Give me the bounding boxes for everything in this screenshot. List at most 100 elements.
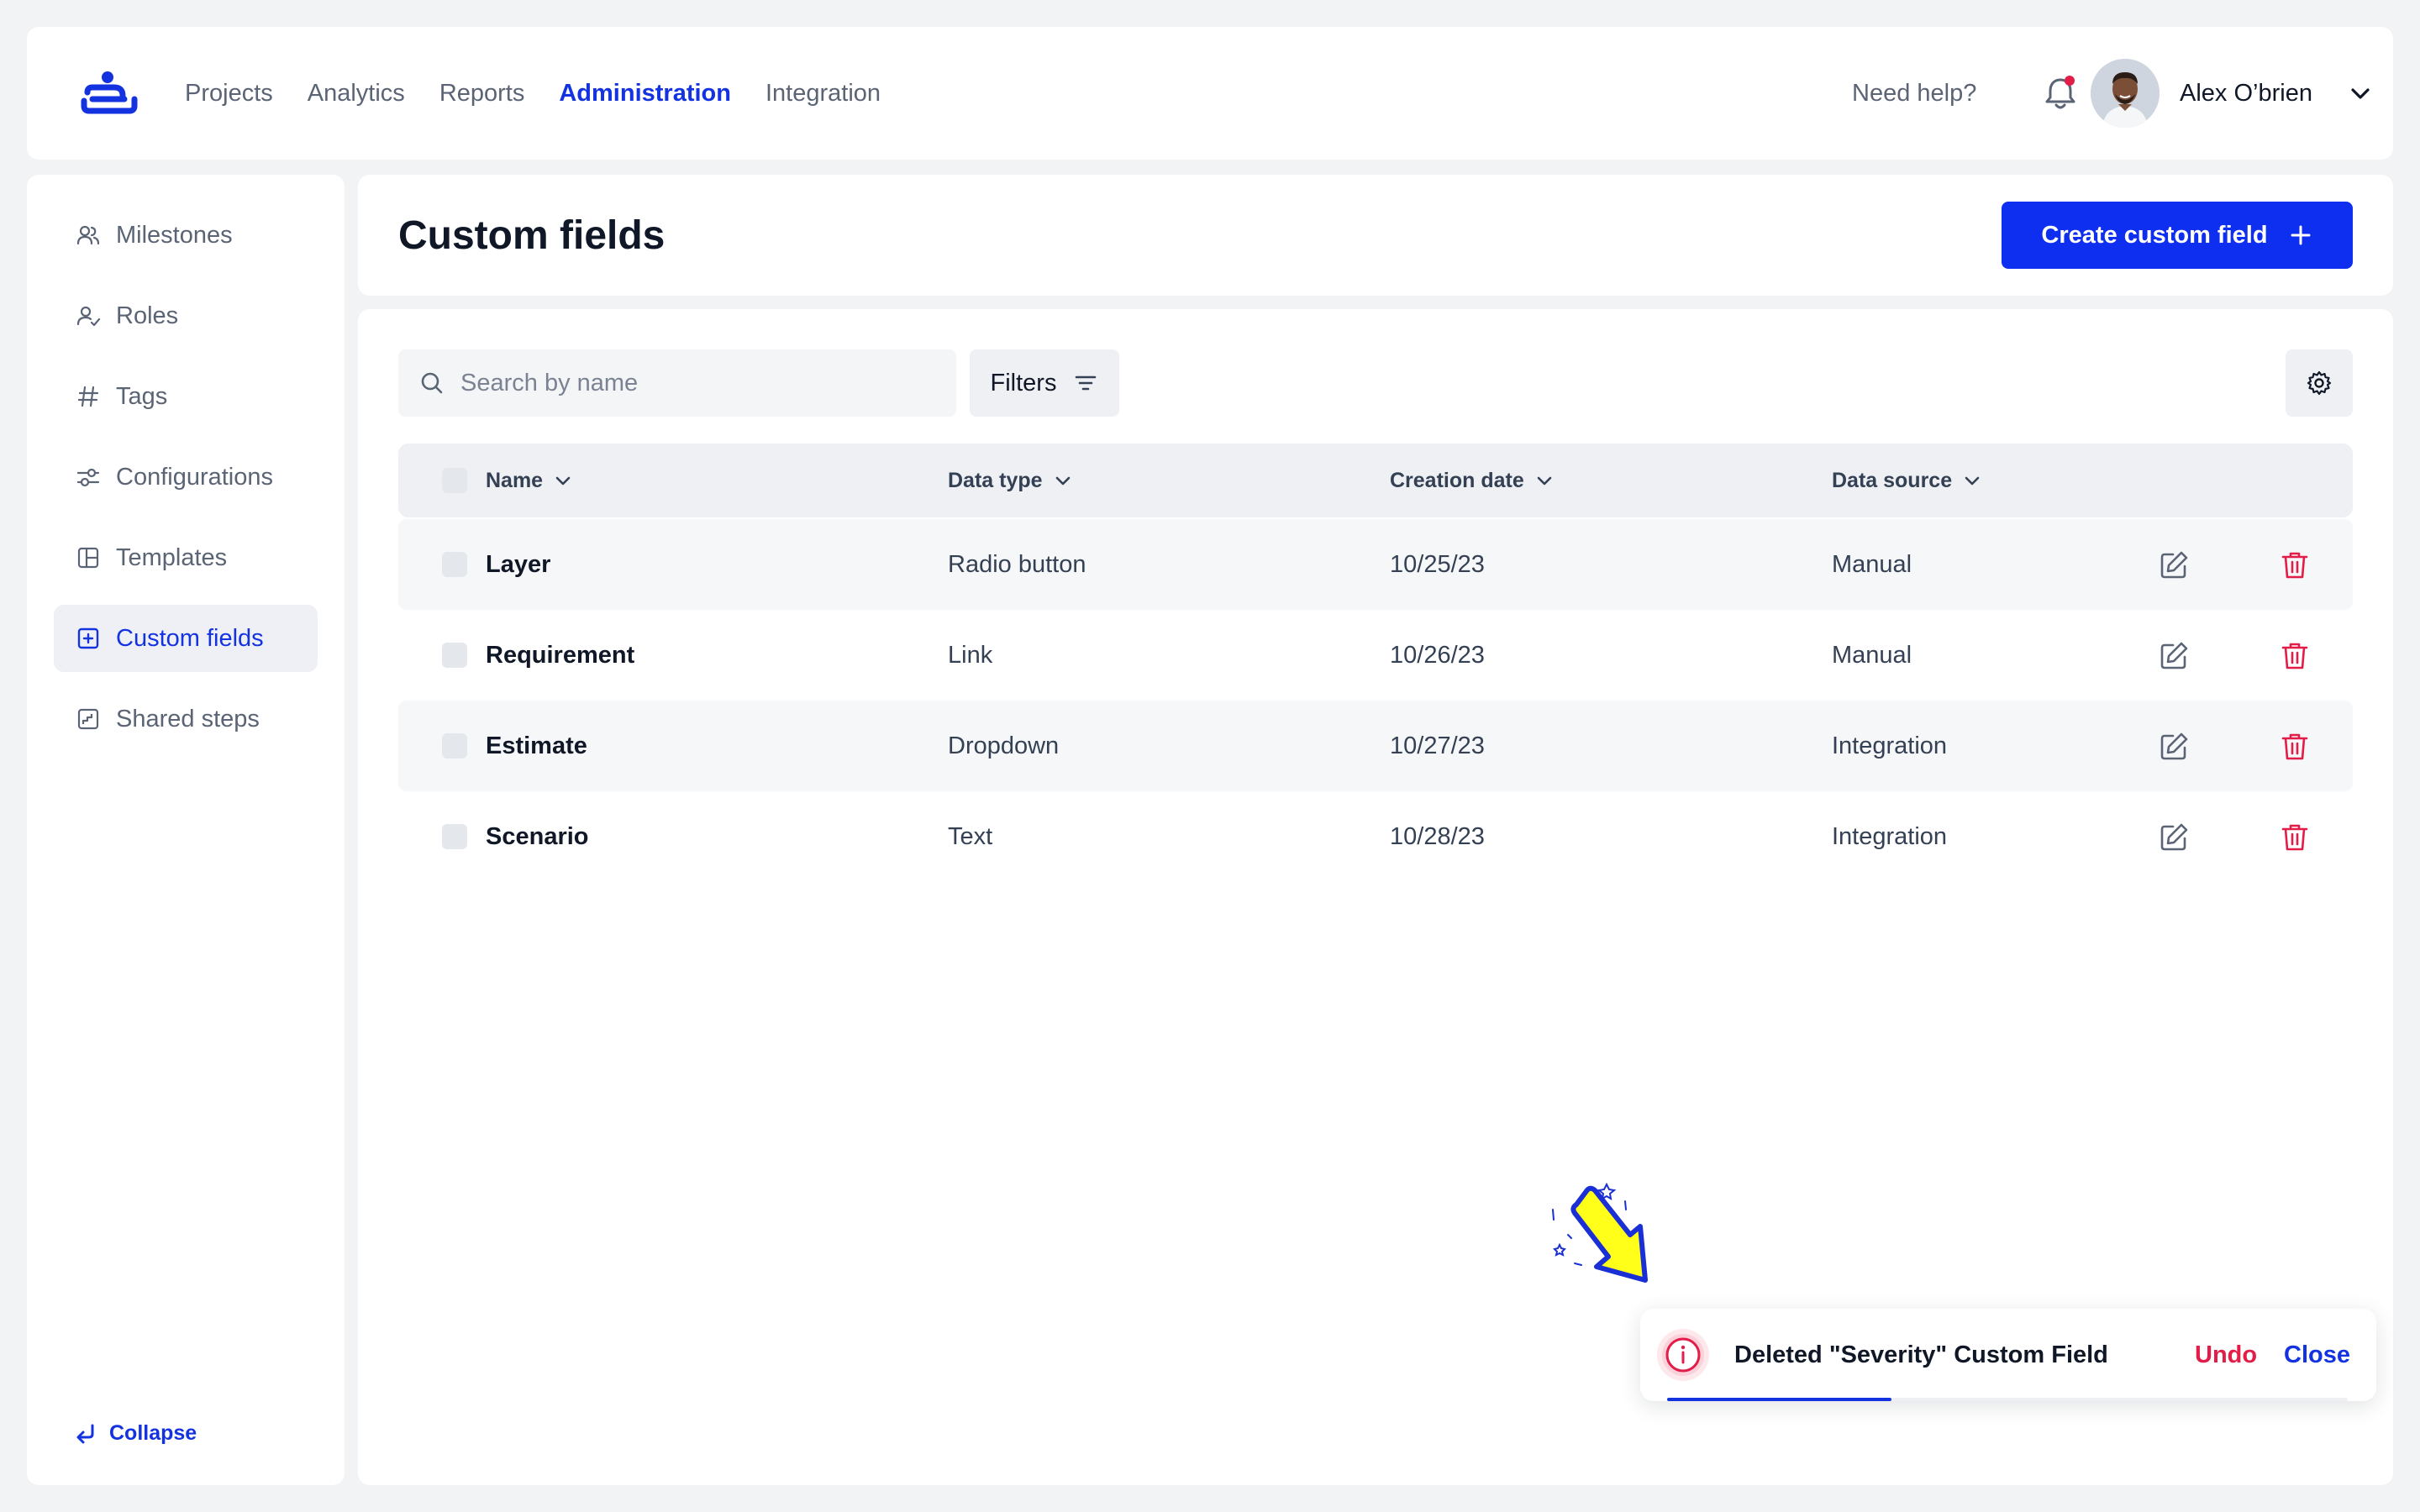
- chevron-down-icon: [1537, 476, 1552, 486]
- row-checkbox[interactable]: [442, 643, 467, 668]
- layout-icon: [77, 547, 99, 569]
- page-title: Custom fields: [398, 213, 666, 258]
- nav-analytics[interactable]: Analytics: [307, 79, 405, 107]
- table-row[interactable]: Scenario Text 10/28/23 Integration: [398, 791, 2353, 882]
- sidebar-item-milestones[interactable]: Milestones: [54, 202, 318, 269]
- edit-icon[interactable]: [2158, 549, 2190, 581]
- sidebar-item-tags[interactable]: Tags: [54, 363, 318, 430]
- nav-integration[interactable]: Integration: [765, 79, 881, 107]
- avatar[interactable]: [2091, 59, 2160, 128]
- chevron-down-icon: [555, 476, 571, 486]
- sidebar-item-custom-fields[interactable]: Custom fields: [54, 605, 318, 672]
- field-data-type: Text: [948, 822, 993, 850]
- return-arrow-icon: [76, 1424, 94, 1443]
- sidebar: Milestones Roles Tags Configurations Tem…: [27, 175, 345, 1485]
- app-logo[interactable]: [81, 71, 138, 116]
- edit-icon[interactable]: [2158, 640, 2190, 672]
- collapse-button[interactable]: Collapse: [74, 1421, 197, 1446]
- highlight-arrow-icon: [1552, 1182, 1648, 1283]
- user-name[interactable]: Alex O’brien: [2180, 79, 2312, 107]
- chevron-down-icon: [1055, 476, 1070, 486]
- field-name: Estimate: [486, 732, 587, 759]
- gear-icon: [2307, 370, 2332, 396]
- sidebar-item-label: Custom fields: [116, 624, 264, 652]
- step-icon: [77, 708, 99, 730]
- sidebar-item-configurations[interactable]: Configurations: [54, 444, 318, 511]
- field-name: Requirement: [486, 641, 635, 669]
- sidebar-item-label: Shared steps: [116, 705, 260, 732]
- toast-progress-bar: [1667, 1398, 1892, 1401]
- field-data-type: Link: [948, 641, 993, 669]
- sliders-icon: [76, 468, 100, 487]
- chevron-down-icon: [1965, 476, 1980, 486]
- trash-icon[interactable]: [2279, 822, 2311, 853]
- collapse-label: Collapse: [109, 1421, 197, 1445]
- info-icon: [1657, 1329, 1709, 1381]
- bell-icon[interactable]: [2042, 74, 2079, 113]
- need-help-link[interactable]: Need help?: [1852, 79, 1977, 107]
- main-nav: Projects Analytics Reports Administratio…: [185, 27, 915, 160]
- trash-icon[interactable]: [2279, 549, 2311, 581]
- undo-toast: Deleted "Severity" Custom Field Undo Clo…: [1640, 1309, 2376, 1401]
- create-button-label: Create custom field: [2041, 221, 2268, 249]
- toast-progress-track: [1667, 1398, 2348, 1401]
- field-data-source: Integration: [1832, 732, 1948, 759]
- edit-icon[interactable]: [2158, 731, 2190, 763]
- undo-button[interactable]: Undo: [2195, 1341, 2258, 1368]
- sidebar-item-templates[interactable]: Templates: [54, 524, 318, 591]
- filters-label: Filters: [990, 369, 1057, 396]
- edit-icon[interactable]: [2158, 822, 2190, 853]
- custom-fields-panel: Filters Name Data type Creation date Dat…: [358, 309, 2393, 1485]
- row-checkbox[interactable]: [442, 552, 467, 577]
- trash-icon[interactable]: [2279, 640, 2311, 672]
- field-data-source: Manual: [1832, 550, 1912, 578]
- field-creation-date: 10/26/23: [1390, 641, 1485, 669]
- sidebar-item-roles[interactable]: Roles: [54, 282, 318, 349]
- search-box[interactable]: [398, 349, 956, 417]
- hash-icon: [77, 386, 99, 407]
- filter-icon: [1076, 375, 1097, 391]
- table-row[interactable]: Estimate Dropdown 10/27/23 Integration: [398, 701, 2353, 791]
- table-header: Name Data type Creation date Data source: [398, 444, 2353, 517]
- field-name: Layer: [486, 550, 551, 578]
- notification-dot: [2065, 76, 2075, 86]
- top-navbar: Projects Analytics Reports Administratio…: [27, 27, 2393, 160]
- select-all-checkbox[interactable]: [442, 468, 467, 493]
- search-icon: [421, 372, 443, 394]
- trash-icon[interactable]: [2279, 731, 2311, 763]
- close-button[interactable]: Close: [2284, 1341, 2350, 1368]
- field-creation-date: 10/28/23: [1390, 822, 1485, 850]
- field-data-type: Dropdown: [948, 732, 1060, 759]
- column-header-data-type[interactable]: Data type: [948, 444, 1073, 517]
- chevron-down-icon[interactable]: [2346, 79, 2375, 108]
- column-label: Data type: [948, 468, 1043, 492]
- column-label: Name: [486, 468, 544, 492]
- column-header-creation-date[interactable]: Creation date: [1390, 444, 1555, 517]
- row-checkbox[interactable]: [442, 733, 467, 759]
- table-settings-button[interactable]: [2286, 349, 2353, 417]
- field-creation-date: 10/27/23: [1390, 732, 1485, 759]
- create-custom-field-button[interactable]: Create custom field: [2002, 202, 2353, 269]
- sidebar-item-label: Roles: [116, 302, 179, 329]
- table-row[interactable]: Layer Radio button 10/25/23 Manual: [398, 519, 2353, 610]
- field-data-type: Radio button: [948, 550, 1086, 578]
- sidebar-item-label: Configurations: [116, 463, 273, 491]
- table-row[interactable]: Requirement Link 10/26/23 Manual: [398, 610, 2353, 701]
- column-label: Data source: [1832, 468, 1953, 492]
- row-checkbox[interactable]: [442, 824, 467, 849]
- field-creation-date: 10/25/23: [1390, 550, 1485, 578]
- nav-administration[interactable]: Administration: [559, 79, 731, 107]
- nav-reports[interactable]: Reports: [439, 79, 525, 107]
- column-header-name[interactable]: Name: [486, 444, 573, 517]
- page-header: Custom fields Create custom field: [358, 175, 2393, 296]
- filters-button[interactable]: Filters: [970, 349, 1119, 417]
- search-input[interactable]: [460, 369, 931, 397]
- nav-projects[interactable]: Projects: [185, 79, 273, 107]
- sidebar-item-label: Templates: [116, 543, 228, 571]
- field-data-source: Integration: [1832, 822, 1948, 850]
- users-icon: [76, 225, 100, 245]
- field-data-source: Manual: [1832, 641, 1912, 669]
- toast-message: Deleted "Severity" Custom Field: [1734, 1341, 2108, 1368]
- column-header-data-source[interactable]: Data source: [1832, 444, 1982, 517]
- sidebar-item-shared-steps[interactable]: Shared steps: [54, 685, 318, 753]
